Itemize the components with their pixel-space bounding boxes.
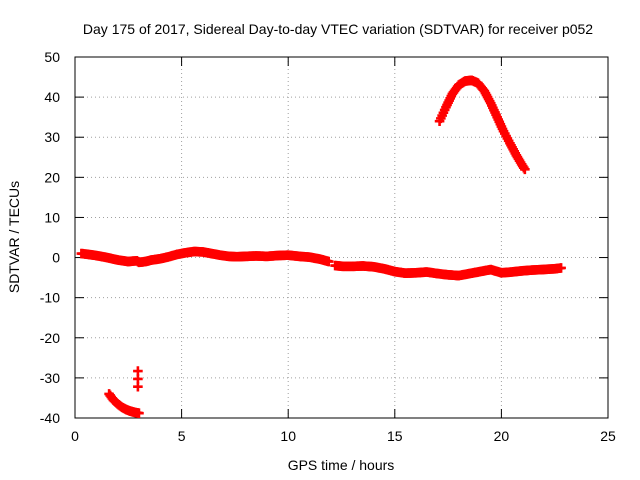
series-outliers	[133, 366, 143, 392]
y-tick-label: 10	[44, 209, 60, 225]
x-axis-label: GPS time / hours	[288, 457, 395, 473]
data-point	[133, 374, 143, 384]
x-tick-label: 5	[178, 428, 186, 444]
chart-title: Day 175 of 2017, Sidereal Day-to-day VTE…	[83, 21, 593, 37]
data-point	[520, 164, 530, 175]
y-tick-label: -20	[40, 330, 60, 346]
series-main-arc	[76, 246, 334, 268]
series-high-arc	[434, 75, 530, 175]
series-second-arc	[330, 260, 566, 281]
y-tick-label: 50	[44, 49, 60, 65]
series-low-arc	[104, 389, 144, 418]
y-tick-label: -40	[40, 410, 60, 426]
data-point	[134, 408, 144, 418]
y-tick-label: -10	[40, 290, 60, 306]
data-point	[133, 381, 143, 392]
data-point	[556, 263, 566, 273]
data-point	[133, 366, 143, 376]
x-tick-label: 15	[387, 428, 403, 444]
y-tick-label: 30	[44, 129, 60, 145]
x-tick-label: 10	[280, 428, 296, 444]
data-layer	[76, 75, 566, 418]
y-tick-label: 0	[52, 250, 60, 266]
x-tick-label: 0	[71, 428, 79, 444]
y-tick-label: 40	[44, 89, 60, 105]
x-tick-label: 25	[600, 428, 616, 444]
data-point	[323, 256, 334, 267]
y-axis-label: SDTVAR / TECUs	[6, 181, 22, 293]
x-tick-label: 20	[494, 428, 510, 444]
ticks-layer: 0 5 10 15 20 25 -40 -30 -20 -10 0 10 20 30 40 50	[40, 49, 616, 444]
plot-frame	[74, 56, 609, 419]
y-tick-label: 20	[44, 169, 60, 185]
y-tick-label: -30	[40, 370, 60, 386]
